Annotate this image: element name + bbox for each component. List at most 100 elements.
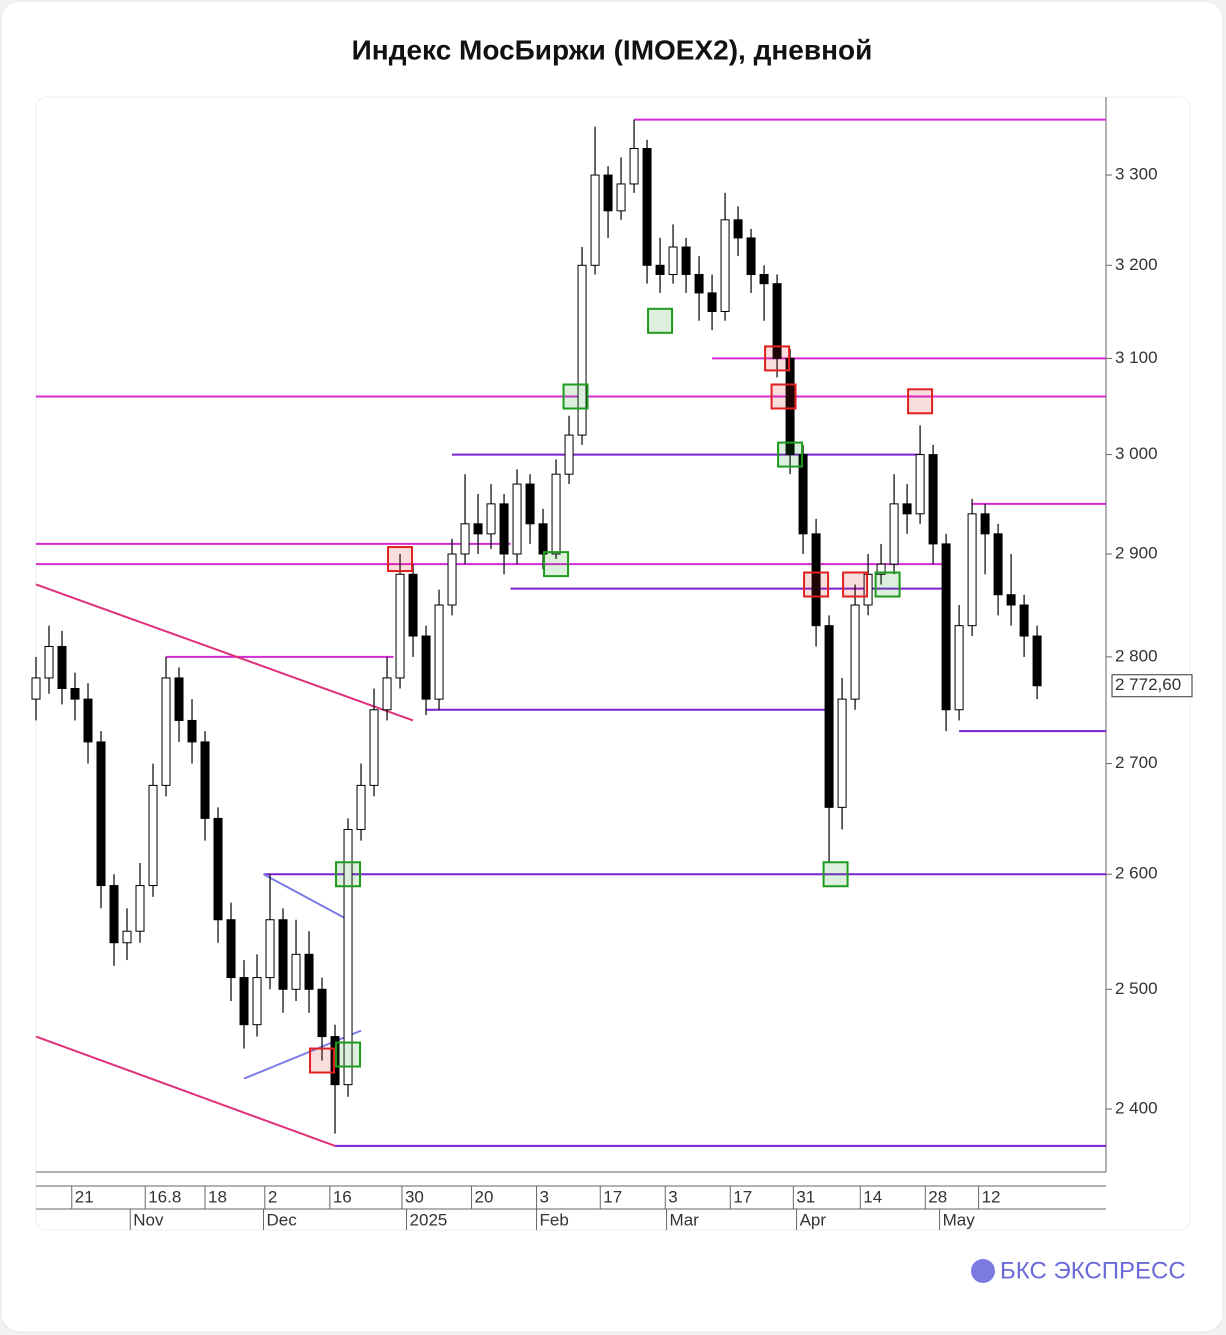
month-label: May (943, 1210, 976, 1229)
candle-body (109, 885, 119, 944)
candle-body (850, 604, 860, 700)
candle-body (83, 698, 93, 743)
trend-line (35, 583, 414, 722)
candle-body (252, 977, 262, 1026)
x-tick-label: 31 (796, 1187, 815, 1206)
candle-body (304, 953, 314, 990)
signal-box (387, 546, 414, 573)
candle-body (447, 553, 457, 606)
candle-body (135, 885, 145, 932)
candle-body (187, 719, 197, 743)
candle-body (889, 503, 899, 565)
candle-body (239, 977, 249, 1026)
candle-body (148, 784, 158, 887)
x-tick-label: 14 (863, 1187, 882, 1206)
candle-body (603, 174, 613, 212)
signal-box (647, 307, 674, 334)
x-tick-label: 28 (928, 1187, 947, 1206)
candle-body (954, 625, 964, 711)
candle-body (928, 454, 938, 545)
candle-body (395, 573, 405, 679)
candle-body (343, 828, 353, 1086)
x-tick-label: 21 (75, 1187, 94, 1206)
y-tick-label: 3 100 (1115, 348, 1158, 367)
chart-title: Индекс МосБиржи (IMOEX2), дневной (352, 34, 873, 65)
candle-body (161, 677, 171, 786)
last-price-box (1111, 674, 1193, 698)
y-tick-label: 3 300 (1115, 165, 1158, 184)
candle-body (902, 503, 912, 515)
candle-body (876, 563, 886, 575)
candle-body (278, 919, 288, 990)
y-tick-label: 2 900 (1115, 543, 1158, 562)
x-tick-label: 16 (333, 1187, 352, 1206)
candle-body (863, 573, 873, 606)
signal-box (770, 383, 797, 410)
candle-body (707, 292, 717, 312)
candle-body (499, 503, 509, 555)
trend-line (35, 1035, 336, 1147)
candle-body (96, 741, 106, 887)
trend-line (243, 1029, 362, 1080)
y-tick-label: 3 000 (1115, 444, 1158, 463)
x-tick-label: 12 (982, 1187, 1001, 1206)
trend-line (263, 873, 349, 921)
signal-box (309, 1047, 336, 1074)
x-tick-label: 18 (208, 1187, 227, 1206)
month-label: 2025 (410, 1210, 448, 1229)
signal-box (777, 441, 804, 468)
candle-body (577, 264, 587, 436)
candle-body (408, 573, 418, 637)
candle-body (122, 930, 132, 944)
candle-body (1032, 635, 1042, 687)
candle-body (837, 698, 847, 808)
candle-body (473, 523, 483, 535)
candle-body (538, 523, 548, 555)
x-tick-label: 16.8 (148, 1187, 181, 1206)
candle-body (525, 483, 535, 525)
candle-body (993, 533, 1003, 596)
y-tick-label: 2 800 (1115, 646, 1158, 665)
y-tick-label: 2 400 (1115, 1098, 1158, 1117)
candle-body (1006, 594, 1016, 606)
x-tick-label: 20 (475, 1187, 494, 1206)
candle-body (564, 434, 574, 475)
plot-frame (35, 96, 1191, 1231)
signal-box (764, 345, 791, 372)
candle-body (382, 677, 392, 711)
signal-box (803, 571, 830, 598)
candle-body (44, 645, 54, 679)
brand: БКС ЭКСПРЕСС (1000, 1257, 1186, 1284)
x-tick-label: 2 (268, 1187, 277, 1206)
candle-body (174, 677, 184, 721)
candle-body (642, 148, 652, 266)
signal-box (335, 861, 362, 888)
candle-body (1019, 604, 1029, 637)
candle-body (200, 741, 210, 819)
candle-body (772, 283, 782, 359)
candle-body (655, 264, 665, 275)
candle-body (486, 503, 496, 535)
x-tick-label: 30 (405, 1187, 424, 1206)
y-tick-label: 2 600 (1115, 864, 1158, 883)
brand-logo (971, 1259, 995, 1283)
candle-body (733, 219, 743, 239)
candle-body (70, 688, 80, 700)
candle-body (460, 523, 470, 555)
x-tick-label: 3 (540, 1187, 549, 1206)
candle-body (356, 784, 366, 830)
candle-body (226, 919, 236, 979)
signal-box (822, 861, 849, 888)
last-price-label: 2 772,60 (1115, 675, 1181, 694)
month-label: Dec (267, 1210, 298, 1229)
candle-body (811, 533, 821, 627)
candle-body (317, 988, 327, 1038)
x-tick-label: 17 (603, 1187, 622, 1206)
signal-box (562, 383, 589, 410)
signal-box (842, 571, 869, 598)
month-label: Feb (540, 1210, 569, 1229)
signal-box (874, 571, 901, 598)
candle-body (824, 625, 834, 808)
candle-body (681, 246, 691, 275)
month-label: Apr (800, 1210, 827, 1229)
